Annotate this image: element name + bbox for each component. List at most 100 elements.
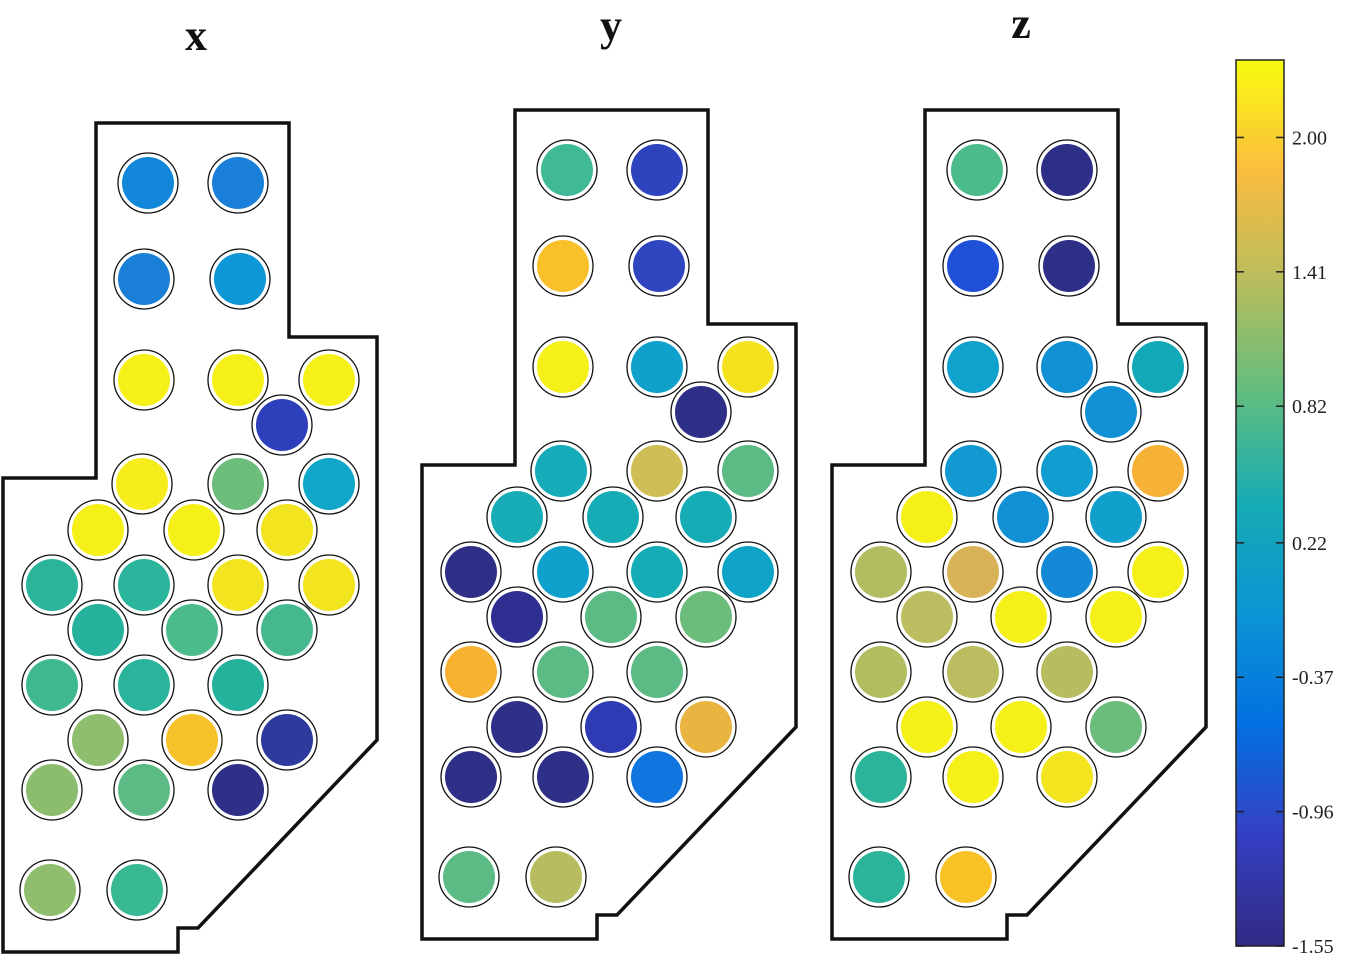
sensor-dot [207,453,269,515]
sensor-fill [587,491,639,543]
sensor-dot [207,349,269,411]
colorbar-tick-label: -0.96 [1292,802,1334,824]
sensor-fill [1132,546,1184,598]
sensor-fill [1041,646,1093,698]
sensor-dot [161,709,223,771]
sensor-fill [491,591,543,643]
sensor-dot [161,599,223,661]
sensor-dot [1127,541,1189,603]
sensor-dot [21,554,83,616]
sensor-dot [1127,440,1189,502]
sensor-dot [113,248,175,310]
sensor-fill [214,253,266,305]
sensor-dot [209,248,271,310]
sensor-fill [166,714,218,766]
sensor-fill [537,751,589,803]
sensor-fill [72,604,124,656]
sensor-dot [626,440,688,502]
sensor-fill [445,751,497,803]
sensor-fill [537,646,589,698]
panel-x [1,121,379,954]
sensor-dot [256,709,318,771]
sensor-dot [532,746,594,808]
sensor-fill [1090,701,1142,753]
sensor-dot [675,696,737,758]
sensor-fill [901,701,953,753]
sensor-fill [261,504,313,556]
sensor-fill [445,546,497,598]
sensor-dot [626,746,688,808]
colorbar: 2.00 1.41 0.82 0.22 -0.37 -0.96 -1.55 [1235,59,1334,958]
sensor-fill [901,591,953,643]
sensor-fill [443,851,495,903]
sensor-fill [631,144,683,196]
sensor-dot [626,541,688,603]
sensor-fill [118,559,170,611]
sensor-fill [168,504,220,556]
sensor-fill [530,851,582,903]
sensor-fill [631,751,683,803]
sensor-fill [680,701,732,753]
sensor-fill [947,646,999,698]
sensor-fill [26,764,78,816]
sensor-dot [67,599,129,661]
sensor-dot [1038,235,1100,297]
sensor-fill [491,491,543,543]
sensor-fill [680,491,732,543]
sensor-fill [537,240,589,292]
sensor-dot [532,235,594,297]
sensor-dot [256,499,318,561]
sensor-dot [298,453,360,515]
sensor-dot [21,654,83,716]
panel-title-y: y [600,1,622,50]
sensor-dot [1036,139,1098,201]
sensor-dot [1036,336,1098,398]
sensor-fill [118,764,170,816]
colorbar-tick-label: -0.37 [1292,667,1334,689]
sensor-fill [537,341,589,393]
panel-title-z: z [1011,0,1031,48]
sensor-fill [1041,546,1093,598]
sensor-dot [628,235,690,297]
sensor-fill [995,701,1047,753]
sensor-dot [1085,486,1147,548]
sensor-dot [1085,696,1147,758]
sensor-fill [541,144,593,196]
sensor-fill [118,659,170,711]
sensor-dot [990,586,1052,648]
colorbar-tick-label: 0.22 [1292,533,1327,555]
colorbar-tick-label: -1.55 [1292,936,1334,958]
sensor-fill [995,591,1047,643]
sensor-dot [207,152,269,214]
sensor-dot [113,654,175,716]
sensor-dot [113,349,175,411]
sensor-fill [585,701,637,753]
sensor-dot [626,336,688,398]
sensor-dot [486,486,548,548]
colorbar-tick-label: 2.00 [1292,127,1327,149]
sensor-fill [261,604,313,656]
panels-group [1,108,1208,954]
sensor-fill [1041,144,1093,196]
sensor-fill [111,864,163,916]
sensor-fill [26,559,78,611]
sensor-fill [1041,751,1093,803]
sensor-dot [207,654,269,716]
sensor-dot [848,846,910,908]
sensor-fill [166,604,218,656]
colorbar-gradient [1235,59,1285,947]
sensor-fill [853,851,905,903]
colorbar-tick-label: 1.41 [1292,262,1327,284]
sensor-fill [633,240,685,292]
sensor-dot [670,381,732,443]
sensor-fill [212,354,264,406]
sensor-dot [298,349,360,411]
sensor-dot [163,499,225,561]
sensor-fill [26,659,78,711]
sensor-dot [990,696,1052,758]
sensor-dot [113,554,175,616]
sensor-dot [536,139,598,201]
sensor-dot [850,541,912,603]
sensor-dot [530,440,592,502]
sensor-fill [951,144,1003,196]
